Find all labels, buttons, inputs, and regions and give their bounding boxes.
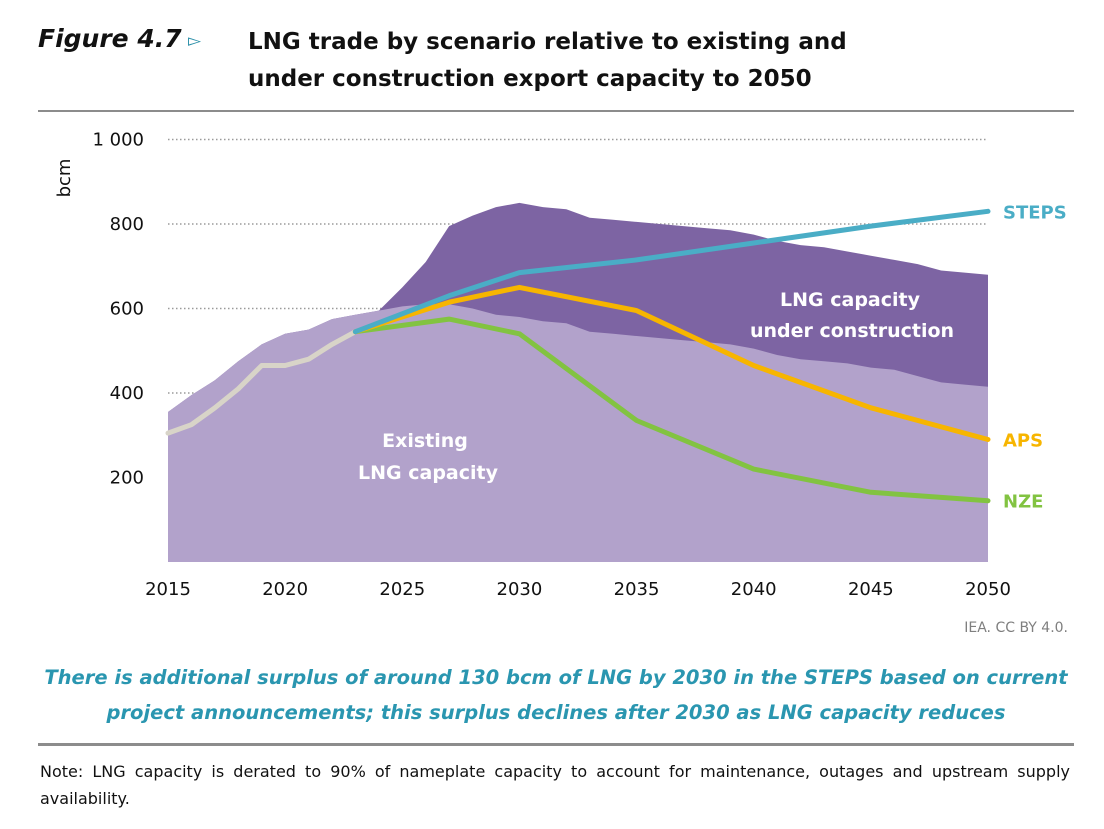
y-axis-label: bcm <box>54 159 75 198</box>
figure-header: Figure 4.7 ▻ LNG trade by scenario relat… <box>38 18 1074 112</box>
play-arrow-icon: ▻ <box>188 31 202 51</box>
historical-line <box>165 329 358 436</box>
figure-note: Note: LNG capacity is derated to 90% of … <box>40 762 1070 808</box>
x-axis-ticks: 2015 2020 2025 2030 2035 2040 2045 2050 <box>145 579 1011 600</box>
figure-title-line1: LNG trade by scenario relative to existi… <box>248 29 847 55</box>
figure-label: Figure 4.7 <box>38 24 182 53</box>
capacity-areas <box>168 202 988 562</box>
x-tick-label: 2040 <box>731 579 777 600</box>
steps-series-label: STEPS <box>1003 202 1067 223</box>
aps-series-label: APS <box>1003 430 1043 451</box>
y-tick-label: 800 <box>110 214 144 235</box>
figure-title: LNG trade by scenario relative to existi… <box>248 24 888 98</box>
under-construction-label: LNG capacity <box>780 289 921 311</box>
y-tick-label: 600 <box>110 299 144 320</box>
chart-labels: STEPS APS NZE Existing LNG capacity LNG capac… <box>358 202 1067 512</box>
caption-line1: There is additional surplus of around 13… <box>44 666 1068 689</box>
scenario-lines <box>165 208 991 504</box>
figure-caption: There is additional surplus of around 13… <box>38 660 1074 730</box>
caption-divider <box>38 743 1074 746</box>
y-axis-ticks: 200 400 600 800 1 000 bcm <box>54 130 144 489</box>
caption-line2: project announcements; this surplus decl… <box>106 701 1006 724</box>
existing-capacity-area <box>168 304 988 562</box>
y-tick-label: 400 <box>110 383 144 404</box>
x-tick-label: 2025 <box>379 579 425 600</box>
x-tick-label: 2030 <box>497 579 543 600</box>
nze-series-label: NZE <box>1003 492 1043 513</box>
x-tick-label: 2045 <box>848 579 894 600</box>
existing-capacity-label: Existing <box>382 430 468 452</box>
x-tick-label: 2035 <box>614 579 660 600</box>
x-tick-label: 2020 <box>262 579 308 600</box>
x-tick-label: 2015 <box>145 579 191 600</box>
aps-line <box>352 284 991 442</box>
figure-title-line2: under construction export capacity to 20… <box>248 66 812 92</box>
nze-line <box>352 316 991 504</box>
y-tick-label: 1 000 <box>92 130 144 151</box>
y-tick-label: 200 <box>110 468 144 489</box>
source-credit: IEA. CC BY 4.0. <box>964 620 1068 636</box>
x-tick-label: 2050 <box>965 579 1011 600</box>
lng-trade-chart: 200 400 600 800 1 000 bcm 2015 2020 2025 2030 203… <box>54 130 1067 601</box>
steps-line <box>352 208 991 335</box>
existing-capacity-label: LNG capacity <box>358 462 499 484</box>
under-construction-label: under construction <box>750 320 954 342</box>
